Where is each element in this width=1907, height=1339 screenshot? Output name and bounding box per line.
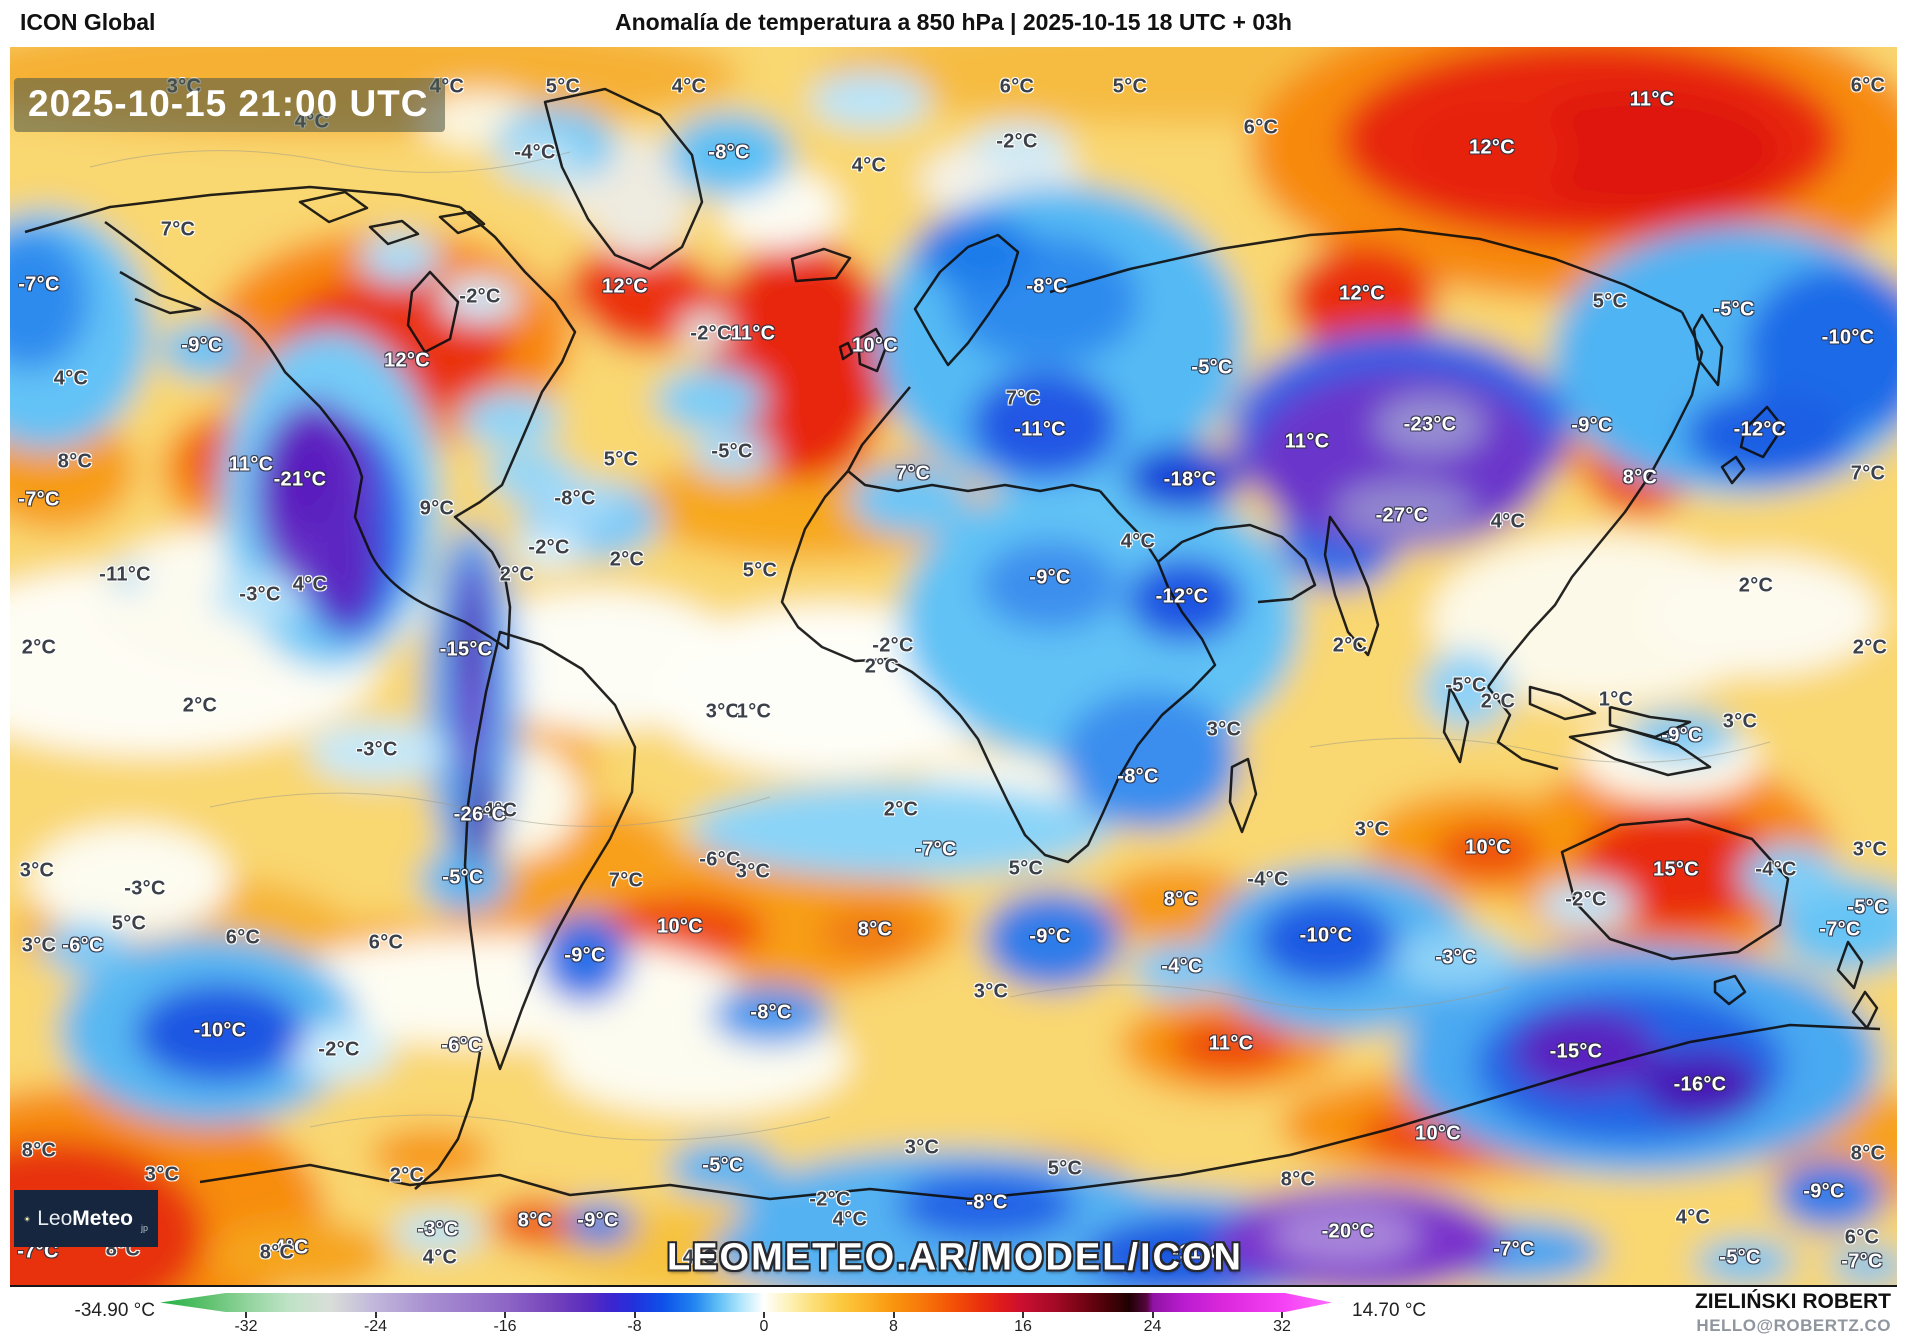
watermark: LEOMETEO.AR/MODEL/ICON [667,1236,1243,1279]
colorbar-tick-mark [892,1312,895,1318]
colorbar-tick-label: -16 [493,1318,517,1335]
colorbar-tick-mark [374,1312,377,1318]
colorbar-tick-mark [763,1312,765,1318]
colorbar-tick-mark [504,1312,506,1318]
colorbar-tick-mark [1022,1312,1024,1318]
colorbar-tick-label: -32 [234,1318,258,1335]
timestamp-overlay: 2025-10-15 21:00 UTC [14,78,445,132]
colorbar [160,1293,1332,1312]
colorbar-max-label: 14.70 °C [1352,1300,1427,1321]
leometeo-logo: LeoMeteo jp [14,1190,158,1247]
colorbar-tick-mark [633,1312,636,1318]
page-title: Anomalía de temperatura a 850 hPa | 2025… [615,9,1292,35]
logo-suffix: jp [140,1223,148,1233]
anomaly-field [10,47,1897,1285]
colorbar-min-label: -34.90 °C [74,1300,155,1321]
colorbar-tick-mark [1151,1312,1154,1318]
contour-lines [89,150,1771,1141]
credit-name: ZIELIŃSKI ROBERT [1694,1290,1891,1313]
model-name: ICON Global [20,9,156,35]
logo-text: LeoMeteo [37,1206,133,1230]
sun-icon [24,1215,31,1222]
colorbar-tick-label: -24 [363,1318,388,1335]
colorbar-tick-label: 24 [1143,1318,1162,1335]
colorbar-tick-label: 8 [889,1318,898,1335]
colorbar-tick-label: -8 [627,1318,642,1335]
credit-email: HELLO@ROBERTZ.CO [1696,1316,1891,1335]
colorbar-tick-label: 0 [759,1318,769,1335]
colorbar-tick-mark [245,1312,247,1318]
colorbar-tick-label: 16 [1014,1318,1032,1335]
colorbar-tick-label: 32 [1273,1318,1291,1335]
colorbar-tick-mark [1281,1312,1283,1318]
coastlines [24,87,1881,1201]
weather-map [10,47,1897,1287]
